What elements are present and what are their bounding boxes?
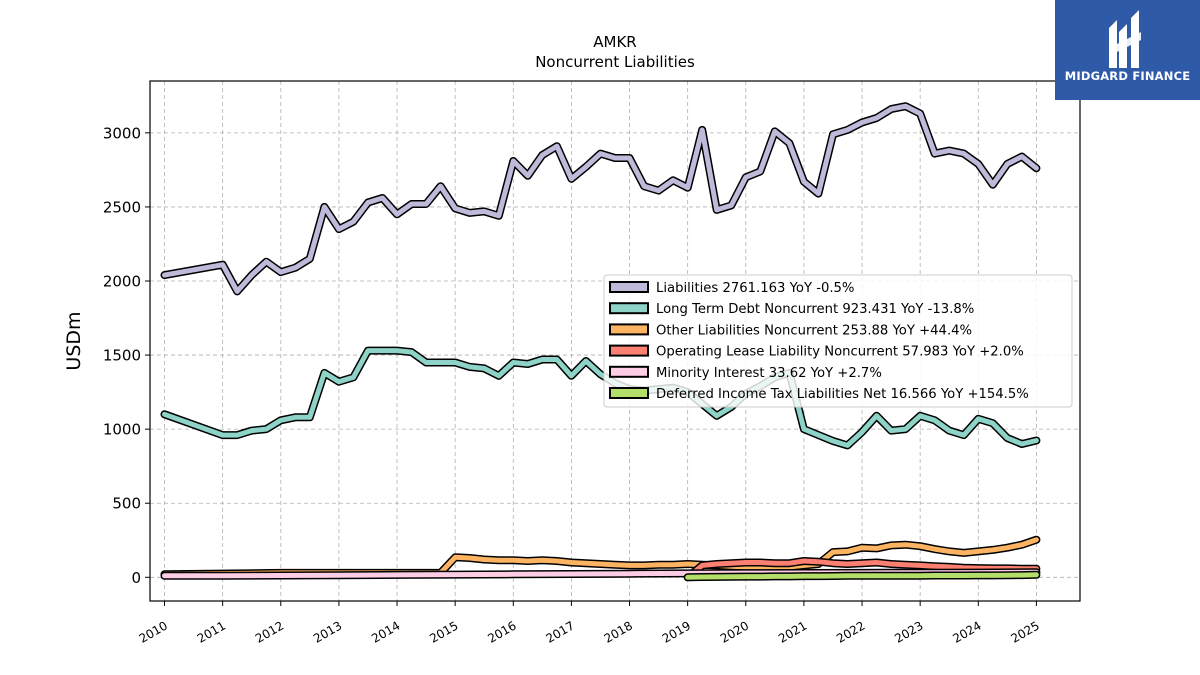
series-line <box>685 558 1039 580</box>
series-operating-lease-liability-noncurrent <box>683 557 1041 582</box>
x-tick-label: 2011 <box>195 618 228 645</box>
x-tick-label: 2017 <box>543 618 576 645</box>
y-tick-label: 2500 <box>103 198 141 216</box>
x-tick-label: 2016 <box>485 618 518 645</box>
y-tick-label: 1500 <box>103 347 141 365</box>
logo-mark-icon <box>1109 10 1141 68</box>
series-line <box>685 572 1039 580</box>
chart-subtitle: Noncurrent Liabilities <box>535 53 695 71</box>
brand-logo: MIDGARD FINANCE <box>1055 0 1200 100</box>
logo-text: MIDGARD FINANCE <box>1064 69 1191 83</box>
legend-label: Other Liabilities Noncurrent 253.88 YoY … <box>656 323 972 338</box>
series-outline <box>160 102 1041 296</box>
plot-frame <box>149 80 1081 602</box>
x-tick-label: 2023 <box>892 618 925 645</box>
x-tick-label: 2024 <box>950 618 983 645</box>
legend-label: Operating Lease Liability Noncurrent 57.… <box>656 345 1024 360</box>
x-tick-label: 2025 <box>1008 618 1041 645</box>
x-tick-label: 2015 <box>427 618 460 645</box>
y-tick-label: 3000 <box>103 124 141 142</box>
x-tick-label: 2013 <box>311 618 344 645</box>
legend-label: Liabilities 2761.163 YoY -0.5% <box>656 281 854 296</box>
y-axis-label: USDm <box>63 311 85 370</box>
x-tick-label: 2014 <box>369 618 402 645</box>
x-tick-label: 2022 <box>834 618 867 645</box>
x-tick-label: 2018 <box>602 618 635 645</box>
legend-label: Minority Interest 33.62 YoY +2.7% <box>656 366 882 381</box>
legend-swatch <box>609 302 649 315</box>
chart-title: AMKR <box>593 33 636 51</box>
series-liabilities <box>160 102 1041 296</box>
legend-swatch <box>609 281 649 293</box>
y-tick-label: 1000 <box>103 421 141 439</box>
legend-label: Deferred Income Tax Liabilities Net 16.5… <box>656 387 1029 402</box>
x-tick-label: 2020 <box>718 618 751 645</box>
legend-box <box>603 274 1073 408</box>
x-tick-label: 2019 <box>660 618 693 645</box>
y-tick-label: 0 <box>131 569 141 587</box>
legend-swatch <box>609 387 649 399</box>
y-tick-label: 500 <box>112 495 141 513</box>
x-tick-label: 2021 <box>776 618 809 645</box>
x-tick-label: 2012 <box>253 618 286 645</box>
y-tick-label: 2000 <box>103 273 141 291</box>
legend-label: Long Term Debt Noncurrent 923.431 YoY -1… <box>656 302 974 317</box>
series-line <box>162 103 1039 294</box>
legend-swatch <box>609 365 649 378</box>
x-tick-label: 2010 <box>137 618 170 645</box>
legend-swatch <box>609 344 649 357</box>
legend-swatch <box>609 323 649 336</box>
series-deferred-income-tax-liabilities-net <box>683 570 1041 582</box>
